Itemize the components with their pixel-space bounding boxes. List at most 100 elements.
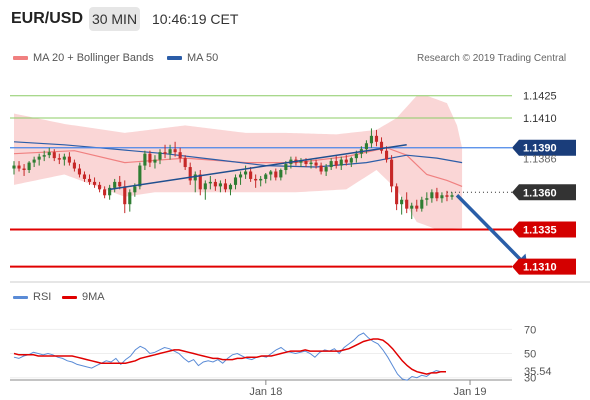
candle-body [98, 184, 102, 190]
chart-header: EUR/USD 30 MIN 10:46:19 CET [0, 0, 590, 38]
pivot-label-tag [512, 139, 576, 156]
candle-body [390, 159, 394, 187]
rsi-tick-label: 70 [524, 324, 536, 336]
forecast-arrow-shaft [455, 194, 523, 262]
candle-body [92, 181, 97, 185]
candle-body [193, 174, 197, 181]
candle-body [339, 159, 343, 166]
candle-body [410, 205, 414, 209]
candle-body [188, 167, 192, 181]
candle-body [198, 174, 202, 190]
candle-body [259, 178, 263, 181]
candle-body [354, 153, 358, 159]
candle-body [364, 143, 368, 150]
candle-body [304, 161, 308, 165]
timeframe-button[interactable]: 30 MIN [89, 7, 140, 31]
candle-body [143, 153, 147, 166]
ma50-legend-swatch [167, 56, 182, 60]
rsi-tick-label: 50 [524, 349, 536, 361]
candle-body [72, 162, 76, 169]
support-label: 1.1310 [523, 262, 557, 274]
candle-body [67, 156, 71, 163]
candle-body [32, 159, 36, 163]
candle-body [264, 174, 268, 179]
candle-body [279, 170, 283, 178]
candle-body [415, 205, 419, 209]
ma50-legend-label: MA 50 [187, 52, 219, 64]
candle-body [27, 162, 31, 171]
candle-body [208, 181, 212, 184]
clock-time: 10:46:19 CET [152, 11, 239, 27]
candle-body [82, 174, 87, 179]
candle-body [178, 152, 182, 159]
candle-body [435, 192, 439, 199]
candle-body [183, 158, 187, 168]
candle-body [158, 152, 162, 160]
candle-body [57, 158, 61, 160]
candle-body [138, 165, 142, 187]
candle-body [309, 162, 313, 165]
ma20-legend-swatch [13, 56, 28, 60]
candle-body [223, 183, 228, 190]
rsi-ma-legend-label: 9MA [82, 291, 105, 303]
candle-body [12, 165, 16, 169]
ma20-legend-label: MA 20 + Bollinger Bands [33, 52, 154, 64]
candle-body [420, 199, 424, 209]
candle-body [22, 168, 26, 171]
candle-body [334, 161, 338, 166]
candle-body [128, 192, 132, 205]
symbol-title: EUR/USD [11, 10, 84, 27]
candle-body [284, 164, 288, 171]
candle-body [425, 198, 429, 200]
trendline [109, 144, 407, 191]
last-price-label: 1.1360 [523, 187, 557, 199]
candle-body [405, 199, 409, 209]
candle-body [123, 186, 127, 205]
rsi-legend-label: RSI [33, 291, 52, 303]
rsi-tick-label: 30 [524, 373, 536, 385]
support-label-tag [512, 221, 576, 238]
candle-body [37, 156, 41, 160]
candle-body [163, 152, 167, 154]
candle-body [374, 135, 379, 142]
candle-body [324, 167, 328, 172]
candle-body [108, 187, 112, 196]
candle-body [314, 162, 318, 166]
candle-body [445, 195, 449, 197]
candle-body [17, 165, 21, 169]
candle-body [52, 152, 56, 159]
candle-body [133, 186, 137, 193]
candle-body [228, 184, 233, 190]
candle-body [450, 195, 454, 197]
support-label: 1.1335 [523, 224, 557, 236]
rsi-line [13, 332, 446, 381]
candle-body [384, 150, 389, 160]
resistance-label: 1.1410 [523, 113, 557, 125]
rsi-current-value: 35.54 [524, 366, 552, 378]
candle-body [203, 183, 207, 190]
rsi-x-label: Jan 19 [454, 386, 487, 398]
candle-body [62, 156, 66, 160]
last-price-label-tag [512, 184, 576, 201]
candle-body [233, 177, 238, 185]
candle-body [400, 199, 404, 205]
ma50-value-label: 1.1386 [523, 154, 557, 166]
rsi-ma-legend-swatch [62, 296, 77, 299]
candle-body [244, 171, 248, 175]
candle-body [299, 161, 303, 163]
candle-body [148, 153, 152, 163]
candle-body [274, 171, 278, 178]
candle-body [118, 181, 122, 187]
candle-body [42, 155, 46, 157]
support-label-tag [512, 258, 576, 275]
candle-body [440, 195, 444, 199]
ma20-line [13, 147, 463, 187]
candle-body [329, 161, 333, 168]
candle-body [238, 174, 243, 178]
candle-body [77, 168, 82, 175]
candle-body [349, 158, 353, 163]
rsi-legend-swatch [13, 296, 28, 299]
candle-body [344, 159, 348, 163]
candle-body [395, 186, 399, 205]
